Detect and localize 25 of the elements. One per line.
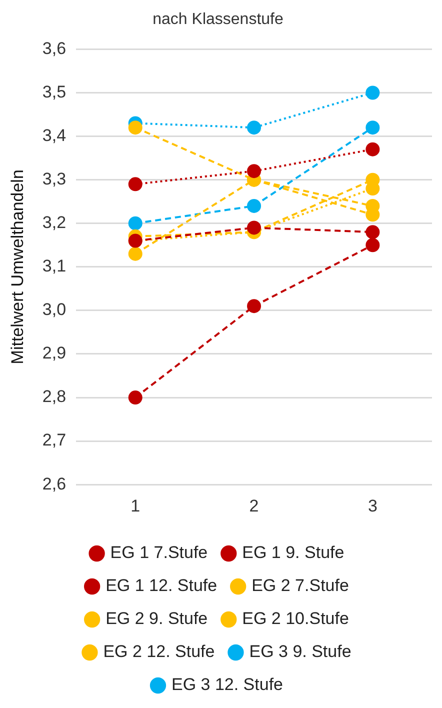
y-axis-title: Mittelwert Umwelthandeln [8, 170, 27, 364]
legend-label: EG 3 12. Stufe [171, 675, 284, 694]
x-tick-label: 3 [368, 496, 378, 516]
y-tick-label: 2,9 [42, 344, 66, 363]
y-tick-label: 3,5 [42, 82, 66, 102]
y-tick-label: 2,7 [42, 430, 66, 450]
legend-label: EG 1 12. Stufe [106, 576, 218, 596]
legend-label: EG 2 9. Stufe [106, 609, 208, 628]
y-tick-label: 2,8 [42, 387, 66, 406]
y-tick-label: 3,0 [42, 300, 66, 320]
legend-label: EG 3 9. Stufe [249, 642, 352, 662]
y-tick-label: 3,3 [42, 170, 66, 189]
chart-title: nach Klassenstufe [152, 11, 284, 28]
y-tick-label: 3,1 [42, 256, 66, 276]
y-tick-label: 3,6 [42, 38, 66, 58]
y-tick-label: 2,6 [42, 474, 66, 494]
x-tick-label: 2 [249, 496, 259, 516]
legend-label: EG 1 7.Stufe [110, 543, 208, 562]
legend-label: EG 1 9. Stufe [242, 543, 344, 562]
legend-label: EG 2 10.Stufe [242, 609, 349, 628]
y-tick-label: 3,2 [42, 213, 66, 232]
legend-label: EG 2 12. Stufe [103, 642, 215, 662]
y-tick-label: 3,4 [42, 126, 66, 145]
legend-label: EG 2 7.Stufe [252, 576, 349, 596]
x-tick-label: 1 [130, 496, 140, 516]
